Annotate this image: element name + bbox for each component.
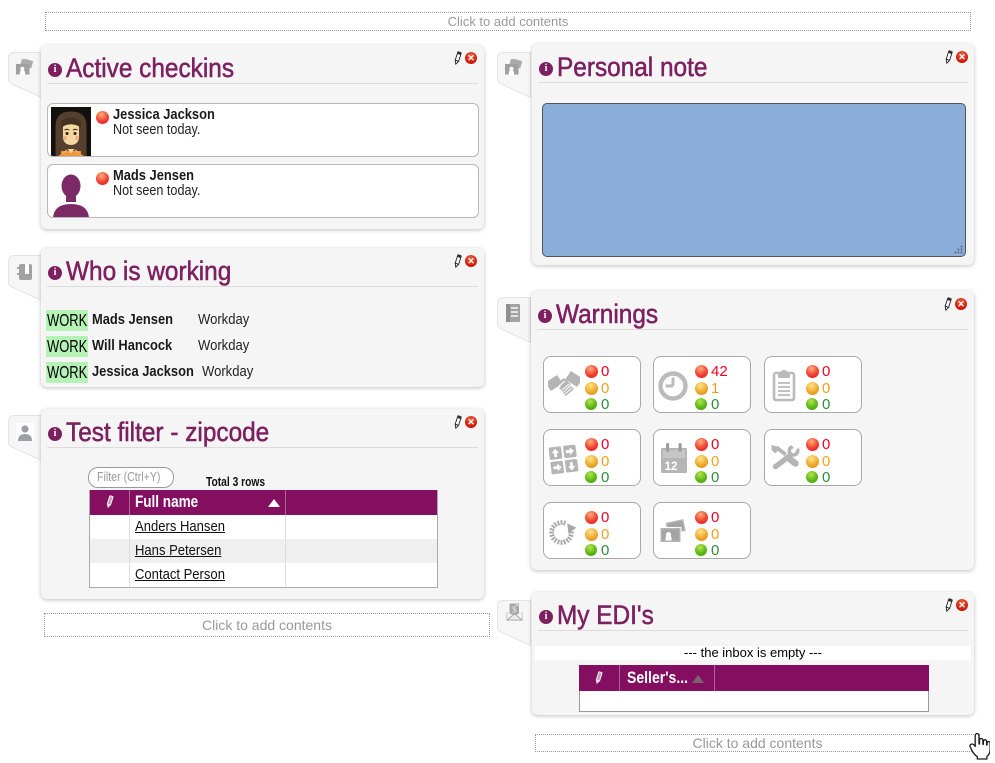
svg-text:12: 12 <box>665 461 678 473</box>
svg-text:$: $ <box>512 605 517 616</box>
